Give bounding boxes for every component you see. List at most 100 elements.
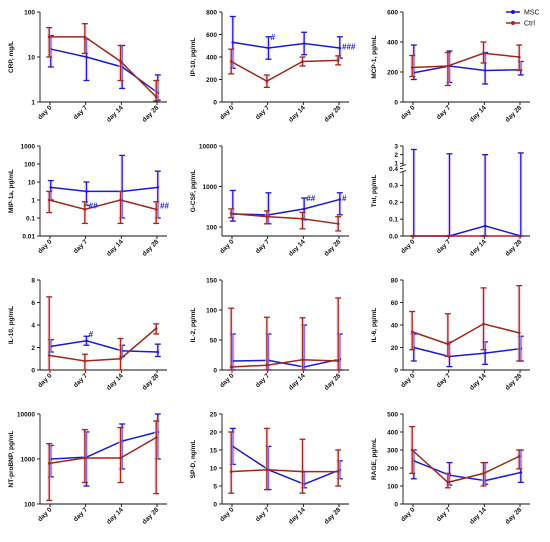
- x-tick-label: day 28: [141, 104, 161, 124]
- y-tick-label: 100: [206, 224, 217, 231]
- series-line-ctrl: [412, 52, 520, 69]
- data-point: [83, 208, 87, 211]
- data-point: [482, 322, 485, 326]
- data-point: [265, 215, 269, 218]
- y-tick-label: 80: [391, 277, 399, 284]
- legend-marker: [511, 21, 515, 25]
- y-tick-label: 2: [31, 345, 35, 352]
- y-axis-label: IL-6, pg/mL: [371, 308, 378, 343]
- data-point: [483, 224, 487, 228]
- series-line-msc: [232, 358, 340, 368]
- x-tick-label: day 0: [219, 238, 236, 255]
- data-point: [229, 365, 233, 369]
- y-tick-label: 10000: [199, 143, 217, 150]
- data-point: [336, 470, 340, 473]
- panel-5: G-CSF, pg/mL 100 1000 10000 day 0 day 7 day 14…: [190, 143, 349, 258]
- y-tick-label: 0: [394, 367, 398, 374]
- x-tick-label: day 7: [254, 372, 271, 389]
- y-tick-label: 100: [206, 307, 217, 314]
- data-point: [482, 234, 485, 238]
- data-point: [301, 358, 304, 362]
- data-point: [446, 481, 450, 484]
- data-point: [85, 339, 88, 343]
- significance-mark: #: [271, 33, 276, 42]
- panel-9: IL-6, pg/mL 0 20 40 60 80 day 0 day 7 day 14 day …: [371, 277, 530, 392]
- axis-break-mark: [399, 164, 407, 167]
- x-tick-label: day 0: [219, 372, 236, 389]
- data-point: [154, 327, 158, 330]
- x-tick-label: day 14: [287, 506, 307, 526]
- y-tick-label: 25: [210, 411, 218, 418]
- y-tick-label: 0: [213, 99, 217, 106]
- panel-12: RAGE, pg/mL 0 100 200 300 400 500 day 0 day 7 day…: [371, 411, 530, 526]
- series-line-msc: [232, 445, 341, 486]
- panel-10: NT-proBNP, pg/mL 100 1000 10000 day 0 day 7 da…: [8, 411, 167, 526]
- significance-mark: ##: [89, 201, 98, 210]
- y-axis-label: MCP-1, pg/mL: [371, 35, 378, 78]
- series-line-ctrl: [411, 449, 520, 484]
- y-tick-label: 5: [213, 483, 217, 490]
- y-tick-label: 0: [213, 367, 217, 374]
- panel-3: MCP-1, pg/mL 0 200 400 600 day 0 day 7 day 14 da…: [371, 9, 530, 124]
- y-tick-label: 1: [31, 99, 35, 106]
- legend-label: Ctrl: [524, 21, 535, 28]
- y-tick-label: 40: [391, 322, 399, 329]
- x-tick-label: day 14: [287, 238, 307, 258]
- series-line-ctrl: [230, 59, 339, 83]
- y-tick-label: 200: [387, 465, 398, 472]
- data-point: [47, 35, 51, 39]
- x-tick-label: day 28: [323, 238, 343, 258]
- x-tick-label: day 0: [37, 506, 54, 523]
- x-tick-label: day 28: [504, 104, 524, 124]
- x-tick-label: day 28: [323, 506, 343, 526]
- data-point: [229, 470, 233, 473]
- data-point: [47, 354, 51, 357]
- data-point: [446, 234, 450, 238]
- data-point: [410, 330, 414, 334]
- data-point: [231, 41, 235, 44]
- data-point: [119, 456, 122, 460]
- x-tick-label: day 0: [37, 372, 54, 389]
- series-line-ctrl: [231, 359, 339, 368]
- x-tick-label: day 7: [72, 104, 89, 121]
- y-tick-label: 400: [387, 39, 398, 46]
- y-tick-label: 600: [387, 9, 398, 16]
- data-point: [119, 60, 122, 63]
- panel-7: IL-10, pg/mL 0 2 4 6 8 day 0 day 7 day 14 day 28 #: [8, 277, 167, 392]
- series-line-ctrl: [231, 212, 339, 225]
- legend: MSC Ctrl: [506, 10, 540, 28]
- y-tick-label: 2: [394, 152, 398, 159]
- data-point: [517, 55, 521, 59]
- x-tick-label: day 7: [435, 238, 452, 255]
- y-tick-label: 1: [31, 197, 35, 204]
- x-tick-label: day 14: [468, 372, 488, 392]
- y-tick-label: 0.01: [22, 233, 35, 240]
- data-point: [154, 208, 158, 211]
- series-line-ctrl: [231, 469, 339, 473]
- data-point: [265, 79, 269, 83]
- y-tick-label: 100: [24, 9, 35, 16]
- y-tick-label: 1000: [21, 456, 36, 463]
- data-point: [119, 357, 122, 361]
- data-point: [410, 66, 414, 69]
- series-line-msc: [50, 48, 159, 94]
- series-line-msc: [413, 225, 522, 237]
- data-point: [519, 471, 523, 474]
- y-tick-label: 4: [31, 322, 35, 329]
- y-tick-label: 50: [210, 337, 218, 344]
- x-tick-label: day 14: [105, 238, 125, 258]
- x-tick-label: day 14: [468, 506, 488, 526]
- significance-mark: #: [89, 330, 94, 339]
- y-tick-label: 400: [206, 54, 217, 61]
- x-tick-label: day 28: [323, 104, 343, 124]
- x-tick-label: day 14: [287, 372, 307, 392]
- data-point: [85, 55, 88, 59]
- y-axis-label: IL-10, pg/mL: [8, 306, 15, 344]
- series-line-ctrl: [49, 199, 157, 211]
- data-point: [446, 64, 450, 68]
- x-tick-label: day 7: [254, 238, 271, 255]
- y-tick-label: 100: [24, 161, 35, 168]
- y-tick-label: 0.0: [389, 233, 398, 240]
- y-tick-label: 0: [394, 501, 398, 508]
